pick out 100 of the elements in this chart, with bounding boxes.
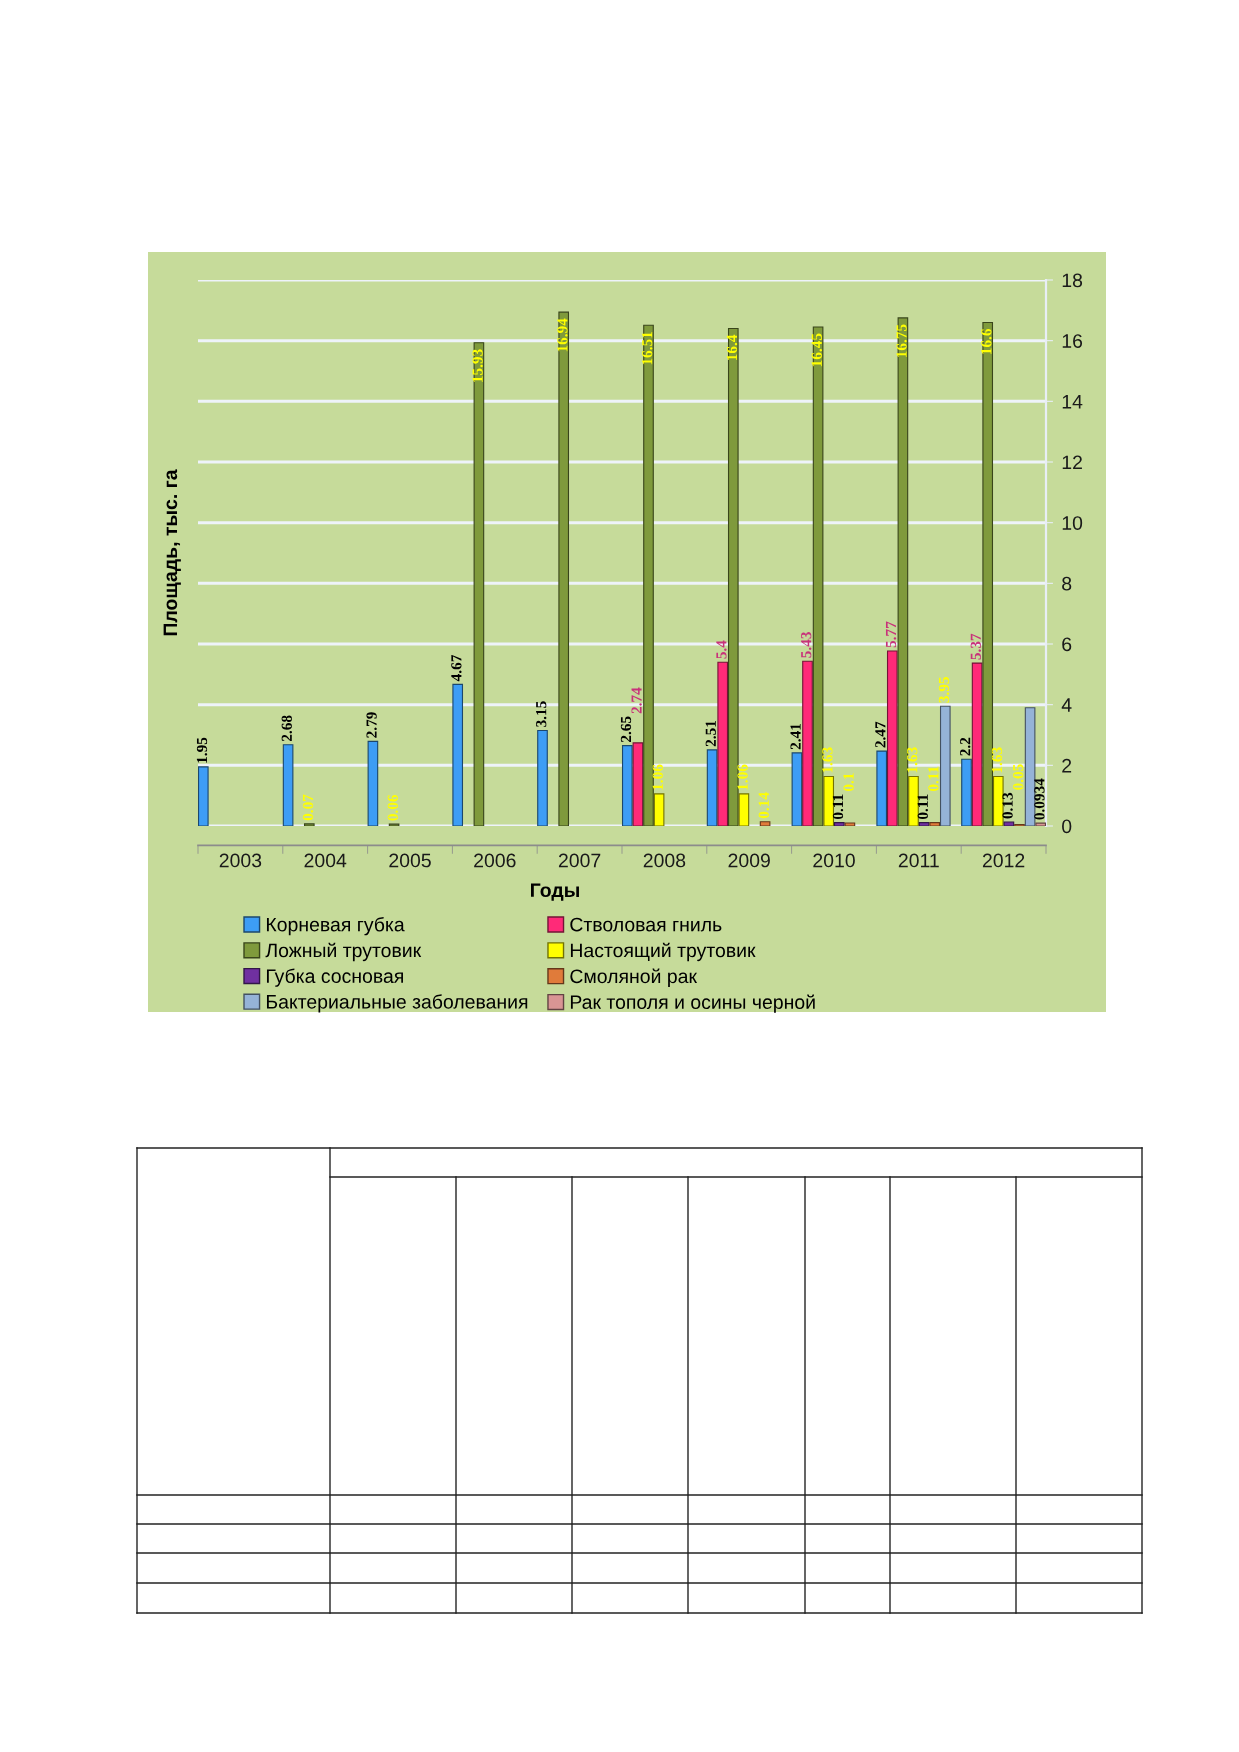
data-label: 3.15 xyxy=(536,701,547,727)
legend-label: Смоляной рак xyxy=(570,968,698,988)
data-label: 2.79 xyxy=(366,712,377,738)
x-tick-label: 2010 xyxy=(813,853,855,868)
data-label: 2.2 xyxy=(960,737,971,756)
bar xyxy=(802,660,813,826)
data-label: 2.47 xyxy=(875,721,886,748)
bar xyxy=(971,662,983,826)
bar xyxy=(706,749,718,826)
bar xyxy=(367,740,379,826)
data-label: 16.45 xyxy=(811,333,822,367)
data-label: 5.77 xyxy=(885,621,897,648)
legend-label: Корневая губка xyxy=(266,917,405,936)
data-label: 5.4 xyxy=(716,640,727,659)
legend-label: Ложный трутовик xyxy=(265,942,422,962)
data-label: 1.95 xyxy=(196,737,208,763)
bar xyxy=(791,752,803,826)
bar xyxy=(558,311,570,826)
bar xyxy=(908,776,919,826)
x-tick-label: 2007 xyxy=(558,853,601,868)
x-tick-label: 2004 xyxy=(304,853,347,868)
data-label: 2.65 xyxy=(620,716,632,742)
data-label: 2.74 xyxy=(631,687,642,714)
bar xyxy=(1003,821,1015,826)
data-label: 0.05 xyxy=(1013,764,1024,790)
bar xyxy=(473,342,485,826)
bar xyxy=(812,326,824,826)
bar xyxy=(1024,707,1036,826)
data-label: 1.06 xyxy=(737,764,748,790)
bar xyxy=(282,744,294,826)
data-label: 5.43 xyxy=(801,632,812,658)
bar xyxy=(198,766,209,826)
legend-label: Стволовая гниль xyxy=(570,917,722,932)
x-tick-label: 2005 xyxy=(389,853,431,868)
data-label: 16.94 xyxy=(557,318,568,352)
data-label: 2.51 xyxy=(705,720,716,747)
data-label: 1.63 xyxy=(907,747,918,773)
data-label: 0.06 xyxy=(387,794,398,821)
data-label: 5.37 xyxy=(970,633,981,660)
data-label: 15.93 xyxy=(472,349,483,382)
bar xyxy=(844,822,856,826)
x-tick-label: 2003 xyxy=(219,853,262,868)
data-label: 4.67 xyxy=(451,654,462,682)
legend-label: Губка сосновая xyxy=(266,968,403,987)
y-tick-label: 10 xyxy=(1062,516,1083,530)
y-tick-label: 0 xyxy=(1062,819,1072,834)
x-tick-label: 2006 xyxy=(474,853,516,868)
x-tick-label: 2011 xyxy=(898,853,939,868)
x-tick-label: 2008 xyxy=(643,853,686,868)
legend-label: Настоящий трутовик xyxy=(570,942,756,962)
bar xyxy=(982,321,994,826)
y-axis-title: Площадь, тыс. га xyxy=(163,469,181,636)
data-label: 0.13 xyxy=(1002,792,1013,819)
bar xyxy=(303,823,315,826)
y-tick-label: 14 xyxy=(1062,395,1083,409)
bar xyxy=(939,705,951,826)
x-tick-label: 2012 xyxy=(982,853,1025,868)
bar xyxy=(961,758,972,826)
bar xyxy=(643,324,654,826)
bar xyxy=(452,683,464,826)
y-tick-label: 12 xyxy=(1062,455,1082,470)
data-label: 16.4 xyxy=(726,334,738,361)
bar xyxy=(886,650,898,826)
data-label: 0.11 xyxy=(917,794,928,820)
y-tick-label: 6 xyxy=(1062,637,1072,652)
legend-label: Рак тополя и осины черной xyxy=(570,994,815,1013)
y-tick-label: 4 xyxy=(1061,698,1072,712)
bar xyxy=(717,661,729,826)
data-label: 1.63 xyxy=(822,747,833,773)
data-label: 16.51 xyxy=(642,331,653,365)
x-axis-title: Годы xyxy=(531,883,579,901)
bar xyxy=(653,793,665,826)
y-tick-label: 18 xyxy=(1062,273,1083,288)
bar xyxy=(897,317,909,826)
bar xyxy=(632,742,644,826)
data-label: 0.07 xyxy=(302,794,314,821)
bar xyxy=(918,822,930,826)
y-tick-label: 2 xyxy=(1062,758,1072,773)
bar xyxy=(992,776,1004,826)
legend-label: Бактериальные заболевания xyxy=(266,994,528,1013)
x-tick-label: 2009 xyxy=(728,853,770,868)
y-tick-label: 8 xyxy=(1062,576,1072,591)
data-label: 0.0934 xyxy=(1034,778,1045,820)
data-label: 0.1 xyxy=(843,773,854,792)
bar xyxy=(537,729,548,826)
y-tick-label: 16 xyxy=(1062,334,1083,348)
bar xyxy=(759,821,771,826)
data-label: 1.06 xyxy=(652,764,663,790)
bar xyxy=(738,793,750,826)
bar xyxy=(621,745,633,826)
bar xyxy=(833,822,845,826)
data-label: 16.6 xyxy=(981,328,992,354)
bar xyxy=(876,750,888,826)
bar xyxy=(823,776,835,826)
bar xyxy=(727,327,739,826)
bar xyxy=(929,822,941,826)
data-label: 3.95 xyxy=(938,677,950,703)
data-label: 0.14 xyxy=(758,792,769,819)
data-label: 0.11 xyxy=(928,766,939,792)
bar xyxy=(1035,822,1046,826)
